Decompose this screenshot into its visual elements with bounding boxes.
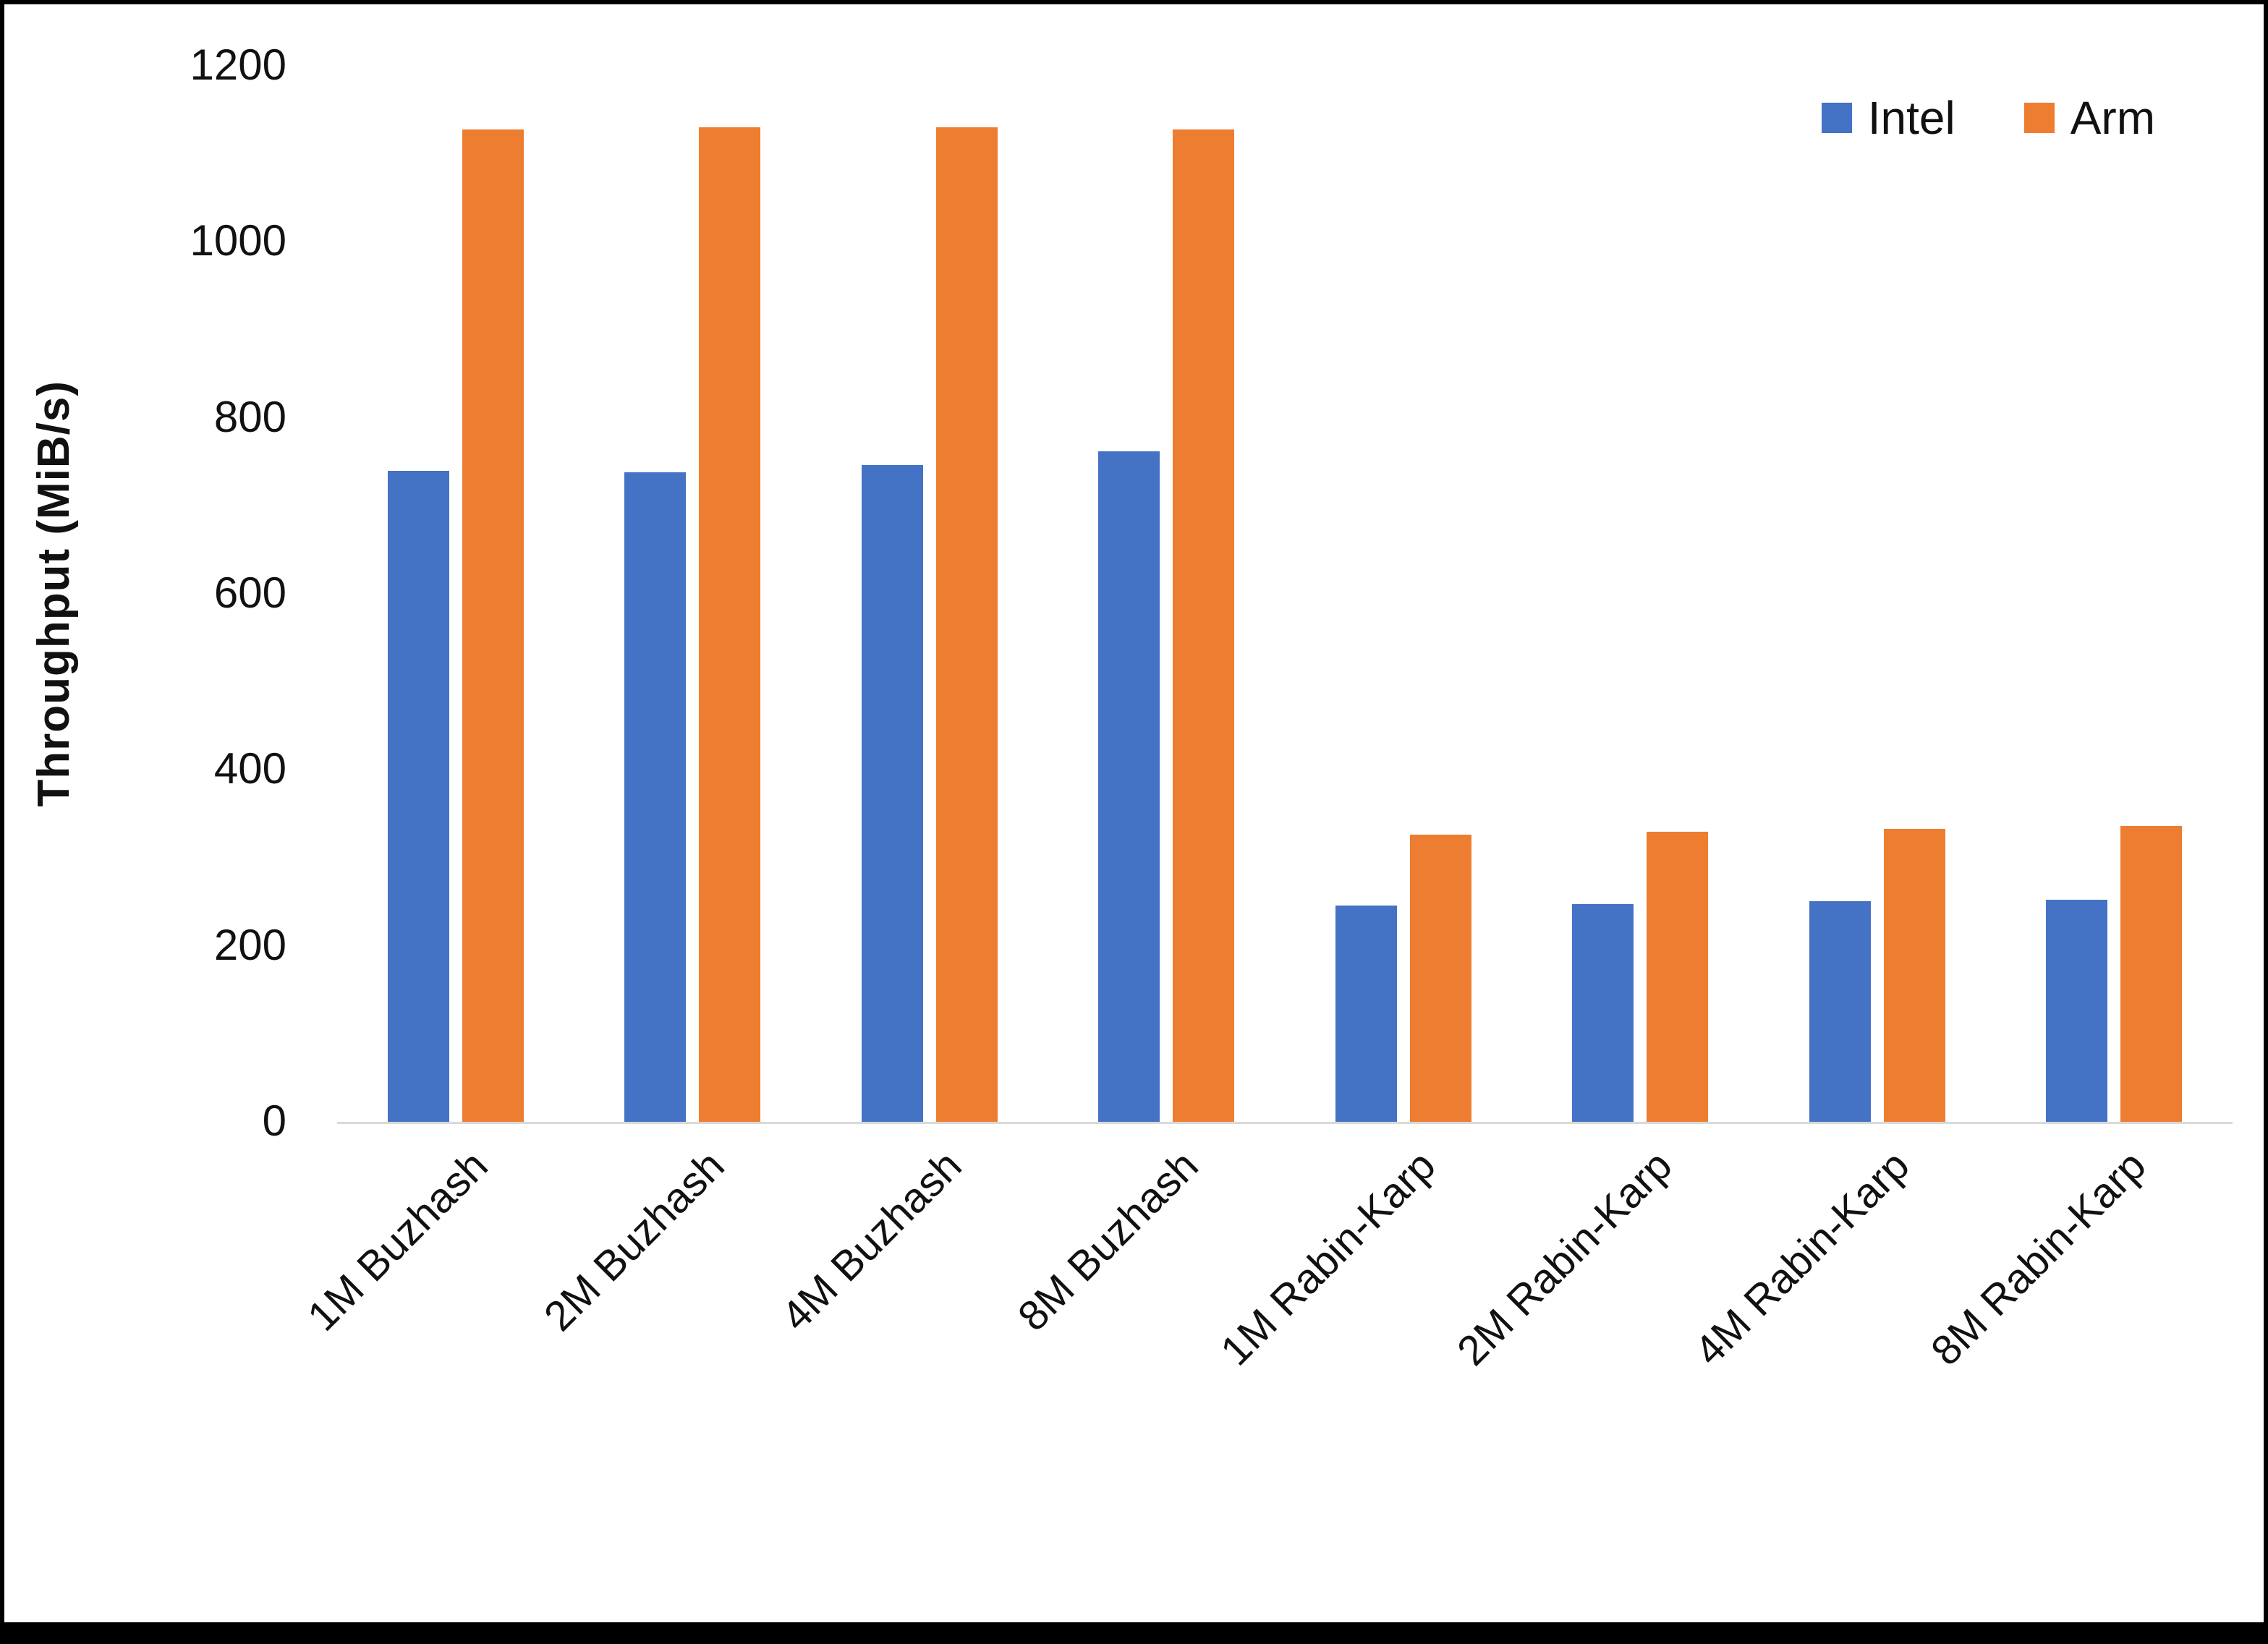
bar-group-1m-rabin-karp <box>1285 66 1522 1122</box>
legend-swatch-arm-icon <box>2023 103 2055 133</box>
y-axis-ticks: 0 200 400 600 800 1000 1200 <box>4 41 286 1145</box>
legend-item-arm: Arm <box>2023 91 2155 145</box>
plot-area <box>337 66 2233 1124</box>
bar-arm-8m-rabin-karp <box>2120 826 2183 1122</box>
y-tick-label-0: 0 <box>262 1096 286 1146</box>
x-axis-labels: 1M Buzhash 2M Buzhash 4M Buzhash 8M Buzhash… <box>298 1141 2233 1546</box>
legend-label-intel: Intel <box>1867 92 1955 144</box>
bar-arm-2m-rabin-karp <box>1647 831 1709 1122</box>
legend-item-intel: Intel <box>1821 91 1955 145</box>
y-tick-label-1000: 1000 <box>190 216 286 265</box>
bar-arm-1m-buzhash <box>462 129 524 1122</box>
bar-arm-1m-rabin-karp <box>1409 835 1471 1122</box>
bar-group-8m-rabin-karp <box>1996 66 2233 1122</box>
bar-intel-4m-rabin-karp <box>1809 900 1871 1122</box>
bar-intel-4m-buzhash <box>861 465 923 1122</box>
y-tick-label-1200: 1200 <box>190 41 286 90</box>
y-tick-label-800: 800 <box>213 392 286 441</box>
bar-intel-2m-buzhash <box>624 472 687 1122</box>
legend-swatch-intel-icon <box>1821 103 1852 133</box>
bar-group-2m-rabin-karp <box>1522 66 1759 1122</box>
bar-arm-4m-buzhash <box>935 127 998 1122</box>
bar-group-1m-buzhash <box>337 66 574 1122</box>
y-tick-label-600: 600 <box>213 568 286 618</box>
bar-intel-8m-buzhash <box>1098 451 1160 1122</box>
legend-label-arm: Arm <box>2070 92 2155 144</box>
bar-group-2m-buzhash <box>574 66 812 1122</box>
bar-intel-8m-rabin-karp <box>2046 900 2108 1122</box>
bar-intel-1m-buzhash <box>387 470 449 1122</box>
bar-intel-2m-rabin-karp <box>1572 904 1634 1122</box>
legend: Intel Arm <box>1821 91 2155 145</box>
y-tick-label-400: 400 <box>213 744 286 793</box>
bar-group-8m-buzhash <box>1048 66 1286 1122</box>
bar-arm-2m-buzhash <box>699 127 761 1122</box>
bar-arm-8m-buzhash <box>1173 129 1235 1122</box>
bar-intel-1m-rabin-karp <box>1335 905 1397 1122</box>
bar-group-4m-rabin-karp <box>1759 66 1996 1122</box>
bar-chart: Throughput (MiB/s) 0 200 400 600 800 1000 1200… <box>4 4 2264 1622</box>
bar-group-4m-buzhash <box>811 66 1048 1122</box>
y-tick-label-200: 200 <box>213 920 286 969</box>
bar-arm-4m-rabin-karp <box>1883 828 1945 1122</box>
